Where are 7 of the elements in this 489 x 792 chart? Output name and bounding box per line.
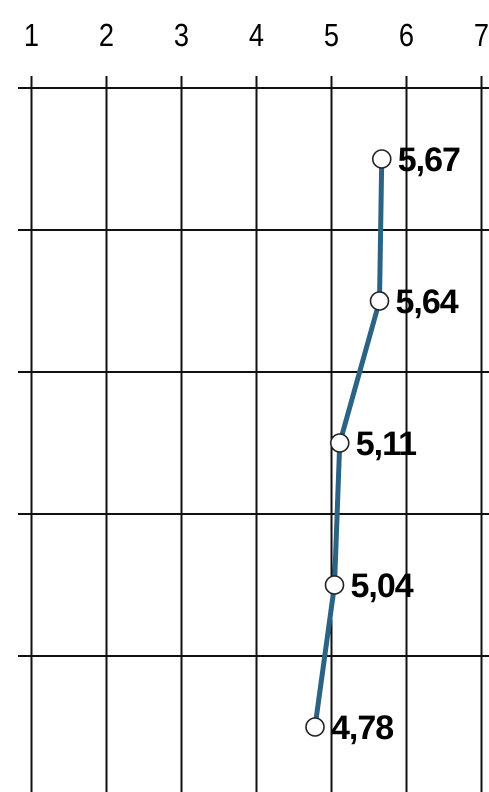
x-tick-label: 2: [98, 18, 114, 54]
x-tick-label: 5: [324, 18, 340, 54]
x-tick-label: 7: [474, 18, 489, 54]
x-tick-label: 4: [248, 18, 264, 54]
x-tick-label: 3: [174, 18, 190, 54]
x-tick-label: 1: [24, 18, 40, 54]
x-tick-label: 6: [398, 18, 414, 54]
